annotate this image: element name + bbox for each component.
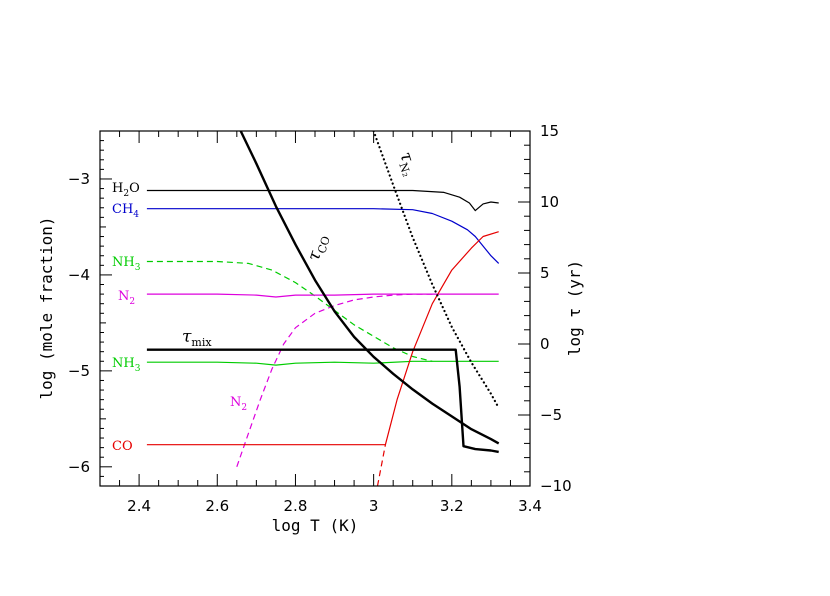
- label-layer: H2O CH4 NH3 N2 NH3 N2 CO τmix τCO τN₂: [112, 149, 421, 454]
- y-axis-label: log (mole fraction): [37, 216, 56, 399]
- series-label: CO: [112, 439, 133, 454]
- y2-tick-label: −10: [540, 477, 572, 495]
- series-line-3: [146, 360, 499, 366]
- x-tick-label: 2.4: [127, 497, 151, 515]
- x-tick-label: 3: [369, 497, 379, 515]
- y2-axis-label: log τ (yr): [565, 260, 584, 356]
- x-tick-label: 2.8: [284, 497, 308, 515]
- series-line-2: [146, 260, 433, 362]
- y-tick-label: −4: [68, 266, 90, 284]
- plot-frame: [99, 130, 531, 487]
- series-label: τmix: [182, 327, 212, 349]
- series-line-5: [236, 293, 433, 467]
- y-tick-label: −5: [68, 362, 90, 380]
- y2-tick-label: 10: [540, 193, 559, 211]
- series-label: N2: [118, 289, 135, 307]
- y-tick-label: −6: [68, 458, 90, 476]
- y2-tick-label: 0: [540, 335, 550, 353]
- series-line-9: [146, 348, 499, 454]
- series-line-7: [376, 444, 386, 486]
- series-label: τCO: [304, 232, 333, 264]
- x-tick-label: 3.4: [518, 497, 542, 515]
- x-axis-label: log T (K): [272, 516, 359, 535]
- series-line-8: [239, 131, 500, 445]
- y2-tick-label: −5: [540, 406, 562, 424]
- series-label: N2: [230, 395, 247, 413]
- series-line-1: [146, 208, 500, 264]
- y2-tick-label: 5: [540, 264, 550, 282]
- series-line-10: [372, 131, 500, 409]
- series-line-0: [146, 189, 499, 212]
- x-tick-label: 2.6: [205, 497, 229, 515]
- series-label: τN₂: [393, 149, 421, 178]
- series-line-6: [146, 231, 499, 446]
- series-label: H2O: [112, 181, 140, 199]
- series-label: NH3: [112, 255, 141, 273]
- tick-layer: 2.4 2.6 2.8 3 3.2 3.4 −3 −4 −5 −6 15 10 5 0 −5 −10: [68, 122, 572, 515]
- series-label: NH3: [112, 356, 141, 374]
- y2-tick-label: 15: [540, 122, 559, 140]
- x-tick-label: 3.2: [440, 497, 464, 515]
- y-tick-label: −3: [68, 170, 90, 188]
- series-label: CH4: [112, 202, 139, 220]
- series-layer: [146, 131, 500, 486]
